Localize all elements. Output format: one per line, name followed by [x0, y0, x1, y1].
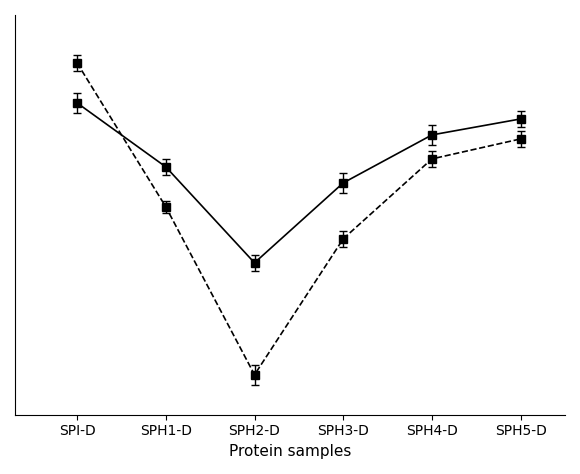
X-axis label: Protein samples: Protein samples [229, 444, 351, 459]
